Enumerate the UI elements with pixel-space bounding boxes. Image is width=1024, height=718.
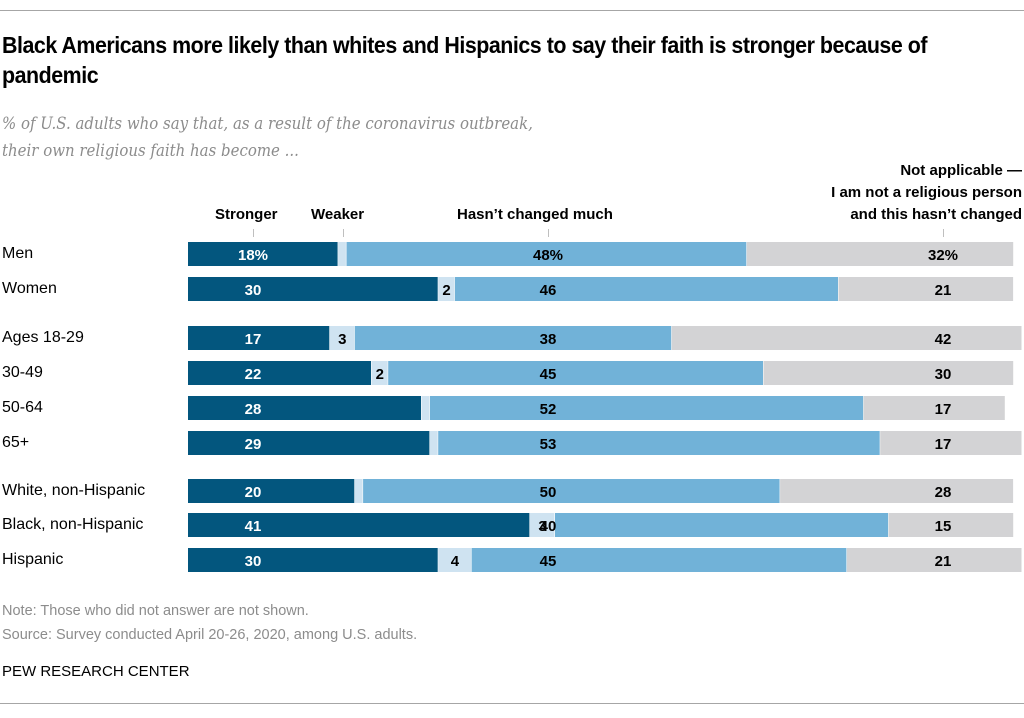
bar-segment-unchanged xyxy=(471,548,847,572)
bar-segment-not-applicable xyxy=(838,277,1014,301)
data-label-stronger: 41 xyxy=(245,518,262,535)
bar-segment-stronger xyxy=(188,479,355,503)
bar-segment-unchanged xyxy=(454,277,838,301)
bar-segment-unchanged xyxy=(388,361,763,385)
row-label: 65+ xyxy=(2,434,30,451)
bottom-rule xyxy=(0,703,1024,704)
bar-segment-not-applicable xyxy=(880,431,1022,455)
row-label: White, non-Hispanic xyxy=(2,482,146,499)
data-label-not-applicable: 28 xyxy=(935,484,952,501)
bar-segment-weaker xyxy=(529,513,555,537)
header-unchanged: Hasn’t changed much xyxy=(457,206,613,223)
subtitle-line-1: % of U.S. adults who say that, as a resu… xyxy=(2,114,533,134)
bar-segment-not-applicable xyxy=(863,396,1005,420)
header-stronger: Stronger xyxy=(215,206,278,223)
bar-segment-stronger xyxy=(188,431,430,455)
tick-not-applicable xyxy=(943,229,944,237)
data-label-unchanged: 52 xyxy=(540,401,557,418)
data-label-weaker: 2 xyxy=(376,366,384,383)
tick-weaker xyxy=(343,229,344,237)
bar-segment-unchanged xyxy=(438,431,880,455)
data-label-not-applicable: 21 xyxy=(935,282,952,299)
data-label-not-applicable: 42 xyxy=(935,331,952,348)
data-label-unchanged: 48% xyxy=(533,247,563,264)
bar-segment-weaker xyxy=(421,396,430,420)
data-label-stronger: 22 xyxy=(245,366,262,383)
row-label: 30-49 xyxy=(2,364,43,381)
bar-segment-unchanged xyxy=(555,513,889,537)
data-label-stronger: 20 xyxy=(245,484,262,501)
bar-segment-not-applicable xyxy=(746,242,1014,266)
bar-segment-not-applicable xyxy=(763,361,1014,385)
chart-subtitle: % of U.S. adults who say that, as a resu… xyxy=(2,111,706,165)
bar-segment-not-applicable xyxy=(846,548,1022,572)
row-label: 50-64 xyxy=(2,399,43,416)
data-label-weaker: 3 xyxy=(538,518,546,535)
top-rule xyxy=(0,10,1024,11)
bar-segment-unchanged xyxy=(363,479,780,503)
header-na-line-3: and this hasn’t changed xyxy=(850,206,1022,223)
data-label-stronger: 28 xyxy=(245,401,262,418)
header-not-applicable: Not applicable — I am not a religious pe… xyxy=(831,160,1022,226)
bar-segment-not-applicable xyxy=(780,479,1014,503)
footer-source: Source: Survey conducted April 20-26, 20… xyxy=(2,627,418,643)
data-label-not-applicable: 30 xyxy=(935,366,952,383)
data-label-not-applicable: 15 xyxy=(935,518,952,535)
row-label: Black, non-Hispanic xyxy=(2,516,144,533)
bar-segment-weaker xyxy=(438,277,455,301)
data-label-weaker: 4 xyxy=(451,553,460,570)
data-label-not-applicable: 32% xyxy=(928,247,958,264)
header-weaker: Weaker xyxy=(311,206,365,223)
bar-segment-stronger xyxy=(188,396,421,420)
data-label-not-applicable: 17 xyxy=(935,436,952,453)
tick-stronger xyxy=(253,229,254,237)
bar-segment-not-applicable xyxy=(671,326,1022,350)
bar-segment-unchanged xyxy=(429,396,864,420)
row-label: Ages 18-29 xyxy=(2,329,84,346)
row-label: Women xyxy=(2,280,57,297)
data-label-unchanged: 45 xyxy=(540,366,557,383)
row-label: Men xyxy=(2,245,34,262)
data-label-unchanged: 50 xyxy=(540,484,557,501)
data-label-weaker: 3 xyxy=(338,331,346,348)
bar-segment-stronger xyxy=(188,326,330,350)
bar-segment-stronger xyxy=(188,548,438,572)
bar-segment-stronger xyxy=(188,242,338,266)
data-label-not-applicable: 17 xyxy=(935,401,952,418)
data-label-stronger: 17 xyxy=(245,331,262,348)
chart-title: Black Americans more likely than whites … xyxy=(2,32,928,88)
bar-segment-stronger xyxy=(188,277,438,301)
header-na-line-1: Not applicable — xyxy=(900,162,1022,179)
data-label-stronger: 29 xyxy=(245,436,262,453)
bar-segment-unchanged xyxy=(354,326,672,350)
data-label-unchanged: 38 xyxy=(540,331,557,348)
bar-segment-weaker xyxy=(371,361,388,385)
data-label-weaker: 2 xyxy=(442,282,450,299)
data-label-unchanged: 45 xyxy=(540,553,557,570)
bar-segment-unchanged xyxy=(346,242,747,266)
brand-name: PEW RESEARCH CENTER xyxy=(2,663,190,680)
data-label-stronger: 30 xyxy=(245,553,262,570)
data-label-not-applicable: 21 xyxy=(935,553,952,570)
bar-segment-weaker xyxy=(438,548,472,572)
bar-segment-not-applicable xyxy=(888,513,1014,537)
data-label-stronger: 18% xyxy=(238,247,268,264)
bar-segment-stronger xyxy=(188,361,371,385)
bar-segment-weaker xyxy=(329,326,355,350)
bar-segment-weaker xyxy=(354,479,363,503)
bar-segment-stronger xyxy=(188,513,530,537)
row-label: Hispanic xyxy=(2,551,64,568)
data-label-unchanged: 53 xyxy=(540,436,557,453)
data-label-unchanged: 46 xyxy=(540,282,557,299)
subtitle-line-2: their own religious faith has become ... xyxy=(2,141,299,161)
data-label-unchanged: 40 xyxy=(540,518,557,535)
bar-segment-weaker xyxy=(429,431,438,455)
data-label-stronger: 30 xyxy=(245,282,262,299)
header-na-line-2: I am not a religious person xyxy=(831,184,1022,201)
bar-segment-weaker xyxy=(338,242,346,266)
tick-unchanged xyxy=(548,229,549,237)
footer-note: Note: Those who did not answer are not s… xyxy=(2,603,309,619)
